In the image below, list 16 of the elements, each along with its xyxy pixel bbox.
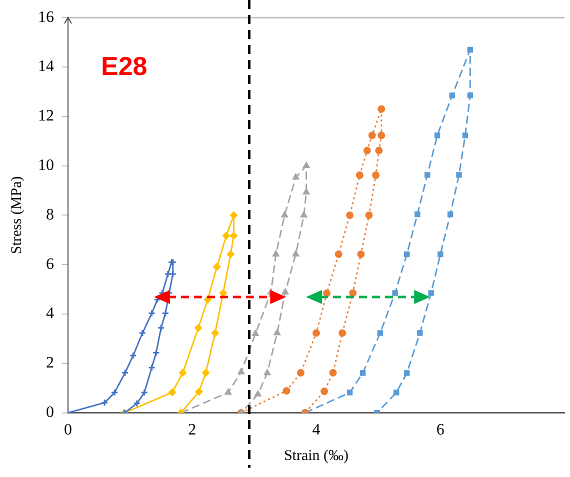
y-tick-label: 2 <box>46 354 54 372</box>
x-axis-title: Strain (‰) <box>284 448 349 464</box>
y-tick-label: 10 <box>38 157 54 174</box>
y-tick-label: 14 <box>38 58 54 76</box>
x-tick-label: 4 <box>312 422 320 439</box>
y-tick-label: 6 <box>46 256 54 273</box>
text: E28 <box>101 50 148 81</box>
x-tick-label: 6 <box>436 422 444 439</box>
y-axis-title: Stress (MPa) <box>8 176 25 254</box>
y-tick-label: 8 <box>46 206 54 224</box>
y-tick-label: 4 <box>46 305 54 322</box>
x-tick-label: 2 <box>188 422 196 439</box>
y-tick-label: 0 <box>46 404 54 422</box>
y-tick-label: 12 <box>38 108 54 125</box>
x-tick-label: 0 <box>64 422 72 439</box>
y-tick-label: 16 <box>38 8 54 26</box>
